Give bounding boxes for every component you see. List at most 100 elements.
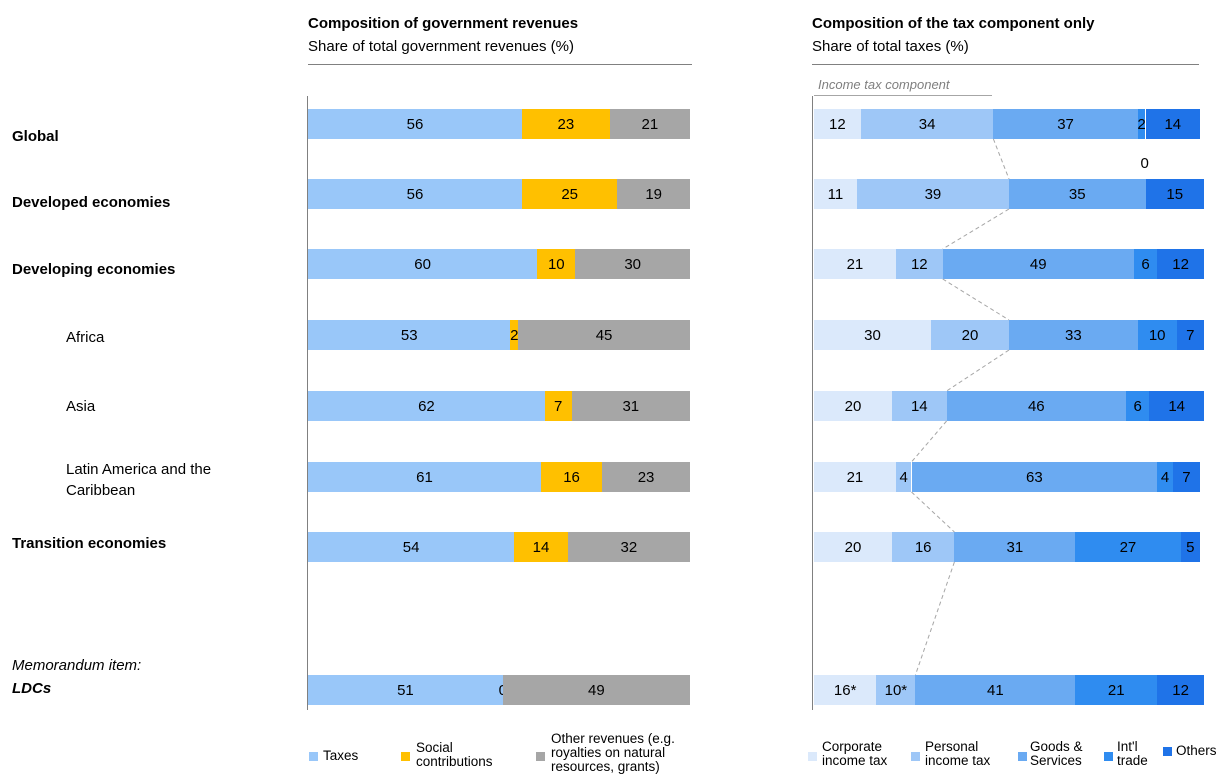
legend-other-label: Other revenues (e.g. royalties on natura…: [551, 731, 675, 774]
tax-bar-label-global-s2: 37: [1057, 115, 1074, 133]
row-label-africa: Africa: [66, 329, 105, 346]
rev-bar-segment-transition-s1: [514, 532, 568, 562]
connector-line-2: [942, 278, 1010, 321]
rev-bar-label-africa-s0: 53: [400, 326, 418, 344]
row-label-latin-america: Latin America and the Caribbean: [66, 461, 212, 499]
rev-bar-label-developing-s1: 10: [547, 255, 565, 273]
rev-bar-segment-latin-america-s2: [602, 462, 690, 492]
tax-bar-segment-asia-s1: [892, 391, 947, 421]
tax-bar-label-latin-america-s2: 63: [1026, 468, 1043, 486]
tax-bar-label-latin-america-s4: 7: [1182, 468, 1191, 486]
tax-bar-label-asia-s2: 46: [1027, 397, 1045, 415]
income-tax-annotation-rule: [814, 95, 992, 96]
row-label-developed: Developed economies: [12, 194, 171, 211]
rev-bar-segment-developed-s2: [617, 179, 690, 209]
rev-bar-label-global-s2: 21: [641, 115, 659, 133]
tax-bar-label-ldcs-s3: 21: [1107, 681, 1125, 699]
rev-bar-label-asia-s2: 31: [622, 397, 640, 415]
rev-bar-segment-developing-s2: [575, 249, 690, 279]
connector-line-4: [911, 420, 947, 463]
tax-bar-segment-latin-america-s1: [895, 462, 912, 492]
tax-bar-segment-transition-s2: [954, 532, 1076, 562]
tax-bar-segment-developing-s0: [814, 249, 896, 279]
tax-bar-label-developed-s3: 0: [1140, 155, 1149, 172]
tax-bar-segment-ldcs-s4: [1157, 675, 1204, 705]
rev-bar-segment-asia-s0: [308, 391, 545, 421]
tax-bar-segment-asia-s3: [1126, 391, 1150, 421]
connector-line-1: [942, 208, 1010, 250]
tax-bar-label-ldcs-s2: 41: [986, 681, 1004, 699]
rev-bar-label-africa-s1: 2: [510, 326, 519, 344]
tax-bar-label-developing-s2: 49: [1029, 255, 1047, 273]
rev-bar-label-global-s0: 56: [406, 115, 424, 133]
legend-social-label: Social contributions: [416, 740, 493, 769]
legend-corporate-swatch: [808, 752, 817, 761]
tax-bar-segment-global-s4: [1145, 109, 1201, 139]
legend-taxes-swatch: [309, 752, 318, 761]
tax-bar-label-africa-s2: 33: [1065, 326, 1082, 344]
rev-bar-label-developed-s1: 25: [561, 185, 578, 203]
rev-bar-segment-ldcs-s0: [308, 675, 503, 705]
row-label-developing: Developing economies: [12, 261, 176, 278]
tax-bar-segment-global-s2: [993, 109, 1138, 139]
tax-bar-segment-developed-s2: [1009, 179, 1146, 209]
tax-bar-label-developed-s0: 11: [827, 185, 844, 203]
tax-bar-label-transition-s1: 16: [914, 538, 932, 556]
rev-bar-segment-developing-s1: [537, 249, 576, 279]
tax-bar-label-asia-s3: 6: [1133, 397, 1142, 415]
tax-bar-label-latin-america-s1: 4: [899, 468, 908, 486]
rev-bar-segment-latin-america-s1: [541, 462, 603, 492]
rev-bar-label-latin-america-s1: 16: [563, 468, 580, 486]
connector-line-5: [911, 491, 955, 533]
tax-bar-segment-global-s3: [1137, 109, 1146, 139]
tax-bar-label-asia-s1: 14: [910, 397, 928, 415]
tax-bar-label-ldcs-s0: 16*: [833, 681, 857, 699]
tax-bar-segment-latin-america-s4: [1172, 462, 1201, 492]
tax-bar-segment-africa-s1: [931, 320, 1009, 350]
row-label-global: Global: [12, 128, 59, 145]
tax-bar-label-africa-s3: 10: [1148, 326, 1166, 344]
tax-bar-segment-africa-s3: [1137, 320, 1177, 350]
tax-bar-label-global-s3: 2: [1137, 115, 1146, 133]
connector-line-3: [946, 349, 1010, 392]
rev-bar-segment-developed-s1: [521, 179, 618, 209]
tax-bar-segment-latin-america-s2: [911, 462, 1158, 492]
rev-bar-label-developed-s0: 56: [406, 185, 424, 203]
rev-bar-label-africa-s2: 45: [595, 326, 613, 344]
rev-bar-label-asia-s1: 7: [554, 397, 563, 415]
right-chart-axis: [812, 96, 813, 710]
tax-bar-segment-africa-s2: [1009, 320, 1138, 350]
right-title-rule: [812, 64, 1199, 65]
tax-bar-segment-asia-s2: [946, 391, 1126, 421]
tax-bar-segment-asia-s4: [1149, 391, 1204, 421]
tax-bar-segment-global-s0: [814, 109, 861, 139]
tax-bar-segment-ldcs-s3: [1075, 675, 1158, 705]
tax-bar-segment-africa-s4: [1176, 320, 1204, 350]
legend-trade-swatch: [1104, 752, 1113, 761]
rev-bar-label-transition-s0: 54: [402, 538, 420, 556]
rev-bar-segment-africa-s2: [518, 320, 690, 350]
tax-bar-segment-developing-s1: [895, 249, 943, 279]
legend-personal-label: Personal income tax: [925, 739, 991, 768]
tax-bar-segment-ldcs-s0: [814, 675, 877, 705]
tax-bar-segment-developed-s1: [856, 179, 1009, 209]
rev-bar-segment-developed-s0: [308, 179, 522, 209]
left-chart-axis: [307, 96, 308, 710]
row-label-transition: Transition economies: [12, 535, 167, 552]
rev-bar-segment-asia-s1: [544, 391, 572, 421]
tax-bar-segment-ldcs-s2: [915, 675, 1076, 705]
tax-bar-segment-transition-s0: [814, 532, 892, 562]
rev-bar-segment-transition-s0: [308, 532, 515, 562]
income-tax-annotation: Income tax component: [818, 77, 950, 92]
tax-bar-segment-developing-s3: [1133, 249, 1158, 279]
rev-bar-label-asia-s0: 62: [418, 397, 435, 415]
memo-label: Memorandum item:: [12, 657, 142, 674]
tax-bar-label-ldcs-s4: 12: [1172, 681, 1189, 699]
tax-bar-label-transition-s0: 20: [844, 538, 862, 556]
connector-line-0: [992, 138, 1010, 180]
tax-bar-segment-developing-s2: [942, 249, 1134, 279]
left-chart-subtitle: Share of total government revenues (%): [308, 38, 574, 55]
tax-bar-label-transition-s3: 27: [1119, 538, 1137, 556]
tax-bar-label-global-s0: 12: [829, 115, 846, 133]
